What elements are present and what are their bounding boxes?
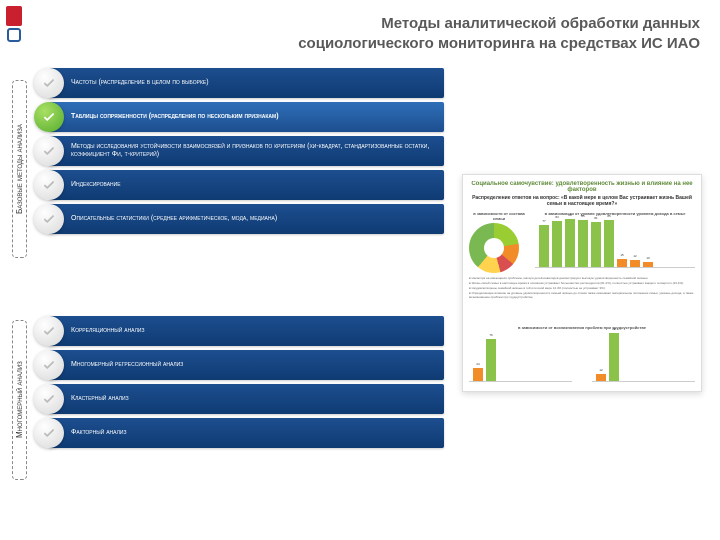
chart-bar: 85 (578, 220, 588, 267)
chart-bar: 15 (617, 259, 627, 267)
chart-bar: 76 (486, 339, 496, 381)
chart-bar: 88 (609, 333, 619, 381)
chart-bar: 10 (643, 262, 653, 268)
chart-bar: 88 (565, 219, 575, 267)
check-icon (34, 384, 64, 414)
chart-bar: 12 (630, 260, 640, 267)
chart-bar: 77 (539, 225, 549, 267)
check-icon (34, 418, 64, 448)
chart-bar: 81 (591, 222, 601, 267)
method-item[interactable]: Индексирование (34, 170, 444, 200)
method-item-label: Корреляционный анализ (49, 316, 444, 346)
basic-methods-list: Частоты (распределение в целом по выборк… (34, 68, 444, 238)
pie-caption: в зависимости от состава семьи (469, 211, 529, 221)
check-icon (34, 68, 64, 98)
check-icon (34, 350, 64, 380)
check-icon (34, 204, 64, 234)
preview-bars-2-left: 2476 (469, 332, 572, 382)
method-item[interactable]: Многомерный регрессионный анализ (34, 350, 444, 380)
multi-methods-list: Корреляционный анализ Многомерный регресс… (34, 316, 444, 452)
method-item-label: Таблицы сопряженности (распределения по … (49, 102, 444, 132)
preview-subheader: Распределение ответов на вопрос: «В како… (469, 195, 695, 207)
method-item[interactable]: Описательные статистики (среднее арифмет… (34, 204, 444, 234)
method-item[interactable]: Частоты (распределение в целом по выборк… (34, 68, 444, 98)
method-item[interactable]: Факторный анализ (34, 418, 444, 448)
check-icon (34, 316, 64, 346)
method-item-label: Многомерный регрессионный анализ (49, 350, 444, 380)
method-item-label: Методы исследования устойчивости взаимос… (49, 136, 444, 166)
check-icon (34, 136, 64, 166)
method-item-label: Индексирование (49, 170, 444, 200)
preview-bars-1: 778488858185151210 (535, 218, 695, 268)
check-icon-active (34, 102, 64, 132)
preview-panel: Социальное самочувствие: удовлетвореннос… (462, 174, 702, 392)
bars2-caption: в зависимости от возникновения проблем п… (469, 325, 695, 330)
chart-bar: 85 (604, 220, 614, 267)
check-icon (34, 170, 64, 200)
page-title: Методы аналитической обработки данных со… (200, 14, 700, 55)
chart-bar: 84 (552, 221, 562, 267)
chart-bar: 12 (596, 374, 606, 381)
method-item[interactable]: Методы исследования устойчивости взаимос… (34, 136, 444, 166)
method-item-label: Частоты (распределение в целом по выборк… (49, 68, 444, 98)
method-item[interactable]: Таблицы сопряженности (распределения по … (34, 102, 444, 132)
preview-pie-chart (469, 223, 519, 273)
method-item-label: Кластерный анализ (49, 384, 444, 414)
section-label-multi: Многомерный анализ (12, 320, 27, 480)
method-item[interactable]: Кластерный анализ (34, 384, 444, 414)
preview-header: Социальное самочувствие: удовлетвореннос… (469, 181, 695, 193)
method-item[interactable]: Корреляционный анализ (34, 316, 444, 346)
chart-bar: 24 (473, 368, 483, 381)
method-item-label: Факторный анализ (49, 418, 444, 448)
title-line-2: социологического мониторинга на средства… (200, 34, 700, 54)
method-item-label: Описательные статистики (среднее арифмет… (49, 204, 444, 234)
title-line-1: Методы аналитической обработки данных (200, 14, 700, 34)
section-label-basic: Базовые методы анализа (12, 80, 27, 258)
preview-text-block: Несмотря на имеющиеся проблемы, матери д… (469, 277, 695, 321)
app-logo (6, 6, 36, 46)
preview-bars-2-right: 1288 (592, 332, 695, 382)
